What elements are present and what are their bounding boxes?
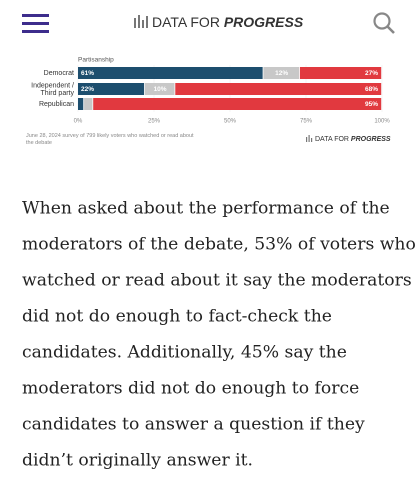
bar-segment xyxy=(299,67,382,79)
search-button[interactable] xyxy=(373,12,395,34)
bar-segment xyxy=(78,98,84,110)
article-line: watched or read about it say the moderat… xyxy=(22,271,412,291)
article-line: didn’t originally answer it. xyxy=(22,451,253,471)
value-label: 10% xyxy=(154,86,167,93)
article-line: did not do enough to fact-check the xyxy=(22,307,332,327)
chart-note: June 28, 2024 survey of 799 likely voter… xyxy=(26,133,194,146)
x-tick-label: 50% xyxy=(224,119,237,125)
bar-segment xyxy=(175,83,382,95)
article-line: candidates. Additionally, 45% say the xyxy=(22,343,347,363)
bar-segment xyxy=(84,98,93,110)
chart-logo: DATA FOR PROGRESS xyxy=(306,135,391,143)
category-label: Republican xyxy=(39,101,74,108)
category-label: Independent / Third party xyxy=(31,82,74,97)
category-label: Democrat xyxy=(44,70,74,77)
x-tick-label: 100% xyxy=(374,119,390,125)
bar-segment xyxy=(78,67,263,79)
logo-text: DATA FOR PROGRESS xyxy=(152,14,304,30)
value-label: 68% xyxy=(365,86,378,93)
x-tick-label: 0% xyxy=(74,119,83,125)
article-line: moderators of the debate, 53% of voters … xyxy=(22,235,416,255)
chart: 0% 25% 50% 75% 100% Democrat 61% 12% 27% Independ… xyxy=(31,65,390,125)
bar-segment xyxy=(144,83,175,95)
x-tick-label: 75% xyxy=(300,119,313,125)
bar-segment xyxy=(263,67,300,79)
menu-button[interactable] xyxy=(22,14,49,33)
value-label: 95% xyxy=(365,101,378,108)
value-label: 12% xyxy=(275,70,288,77)
bar-segment xyxy=(93,98,382,110)
chart-logo-text: DATA FOR PROGRESS xyxy=(315,136,391,143)
article-line: When asked about the performance of the xyxy=(22,199,390,219)
value-label: 22% xyxy=(81,86,94,93)
chart-subtitle: Partisanship xyxy=(78,57,114,64)
article-line: moderators did not do enough to force xyxy=(22,379,359,399)
article: When asked about the performance of the m… xyxy=(22,199,416,471)
value-label: 61% xyxy=(81,70,94,77)
logo[interactable]: DATA FOR PROGRESS xyxy=(134,14,304,30)
value-label: 27% xyxy=(365,70,378,77)
bar-segment xyxy=(78,83,145,95)
article-line: candidates to answer a question if they xyxy=(22,415,365,435)
x-tick-label: 25% xyxy=(148,119,161,125)
